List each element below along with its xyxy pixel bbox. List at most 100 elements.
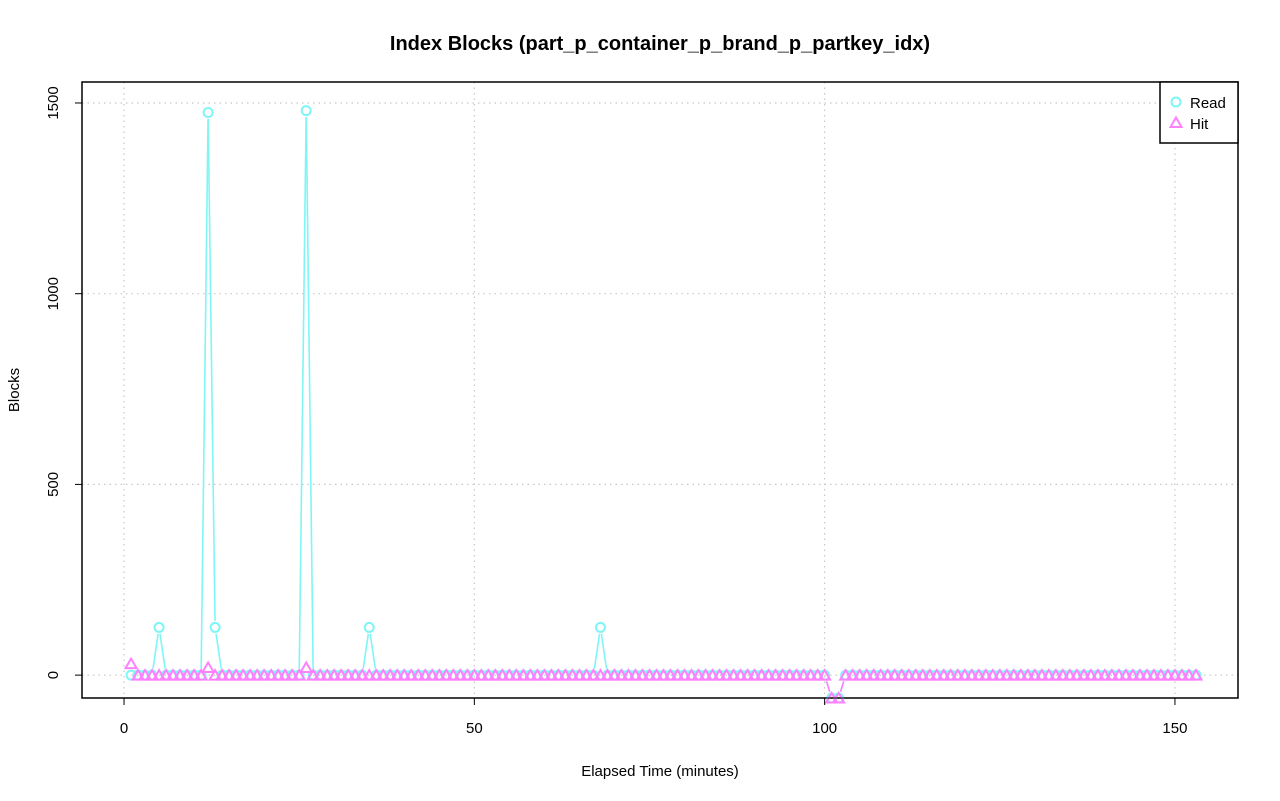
- series-hit-point: [754, 668, 769, 681]
- series-read-segment: [600, 633, 608, 669]
- series-hit-point: [1153, 668, 1169, 681]
- series-hit-point: [151, 668, 167, 681]
- series-hit-point: [1062, 668, 1078, 681]
- series-hit-point: [523, 668, 538, 681]
- series-hit-point: [600, 668, 615, 681]
- series-hit-point: [1076, 668, 1092, 681]
- series-hit-point: [284, 668, 300, 681]
- series-hit-point: [684, 668, 699, 681]
- x-tick-label-3: 150: [1162, 720, 1187, 737]
- series-hit-point: [999, 668, 1015, 681]
- series-hit-point: [432, 668, 447, 681]
- series-hit-point: [712, 668, 727, 681]
- series-hit-point: [992, 668, 1008, 681]
- series-hit-point: [873, 668, 888, 681]
- series-hit-point: [291, 668, 307, 681]
- series-hit-point: [817, 668, 832, 681]
- series-hit-point: [663, 668, 678, 681]
- series-hit-point: [179, 668, 195, 681]
- series-hit-point: [908, 668, 923, 681]
- series-hit-point: [838, 668, 853, 681]
- series-hit-point: [894, 668, 909, 681]
- series-hit-point: [397, 668, 412, 681]
- series-hit-point: [649, 668, 664, 681]
- series-read-point: [300, 105, 312, 117]
- series-hit-point: [565, 668, 580, 681]
- series-hit-point: [845, 668, 860, 681]
- series-hit-point: [474, 668, 489, 681]
- legend-read-label: Read: [1190, 95, 1226, 112]
- series-hit-point: [249, 668, 265, 681]
- series-hit-point: [803, 668, 818, 681]
- series-hit-point: [1041, 668, 1057, 681]
- series-hit-point: [130, 668, 146, 681]
- series-hit-point: [950, 668, 965, 681]
- series-hit-point: [719, 668, 734, 681]
- series-hit-point: [642, 668, 657, 681]
- series-hit-point: [1181, 668, 1197, 681]
- series-hit-point: [628, 668, 643, 681]
- series-hit-point: [691, 668, 706, 681]
- series-hit-point: [228, 668, 244, 681]
- series-hit-point: [530, 668, 545, 681]
- series-hit-point: [1013, 668, 1029, 681]
- series-read-point: [153, 621, 165, 633]
- legend-hit-marker: [1168, 115, 1184, 128]
- series-hit-point: [761, 668, 776, 681]
- series-hit-point: [326, 668, 342, 681]
- series-hit-point: [796, 668, 811, 681]
- series-hit-point: [460, 668, 475, 681]
- legend: Read Hit: [1159, 81, 1239, 144]
- series-hit-point: [1048, 668, 1064, 681]
- series-read-segment: [200, 119, 209, 669]
- series-read-segment: [369, 633, 377, 669]
- series-hit-point: [866, 668, 881, 681]
- series-hit-point: [235, 668, 251, 681]
- series-hit-point: [453, 668, 468, 681]
- series-hit-segment: [839, 681, 845, 693]
- series-hit-point: [670, 668, 685, 681]
- series-hit-point: [971, 668, 987, 681]
- legend-read-marker: [1170, 96, 1182, 108]
- series-read-point: [202, 107, 214, 119]
- series-hit-point: [137, 668, 153, 681]
- series-hit-point: [383, 668, 398, 681]
- series-hit-point: [207, 668, 223, 681]
- series-hit-point: [915, 668, 930, 681]
- series-hit-point: [214, 668, 230, 681]
- series-read-segment: [152, 633, 159, 669]
- series-hit-point: [978, 668, 994, 681]
- series-hit-point: [165, 668, 181, 681]
- series-hit-point: [572, 668, 587, 681]
- series-hit-point: [747, 668, 762, 681]
- series-hit-point: [943, 668, 958, 681]
- x-tick-label-0: 0: [120, 720, 128, 737]
- series-hit-point: [144, 668, 160, 681]
- series-hit-point: [698, 668, 713, 681]
- y-axis: 0 500 1000 1500: [45, 86, 83, 679]
- series-hit-point: [544, 668, 559, 681]
- series-read-point: [209, 621, 221, 633]
- series-hit-point: [509, 668, 524, 681]
- series-hit-point: [1034, 668, 1050, 681]
- series-hit-point: [782, 668, 797, 681]
- series-hit-point: [593, 668, 608, 681]
- series-hit-point: [502, 668, 517, 681]
- series-read-point: [363, 621, 375, 633]
- series-hit-point: [677, 668, 692, 681]
- series-hit-point: [1083, 668, 1099, 681]
- series-hit-point: [172, 668, 188, 681]
- series-hit-point: [1097, 668, 1113, 681]
- series-hit-point: [186, 668, 202, 681]
- series-hit-point: [740, 668, 755, 681]
- series-hit: [123, 656, 1204, 704]
- series-read-point: [594, 621, 606, 633]
- series-hit-point: [1160, 668, 1176, 681]
- series-hit-point: [305, 668, 321, 681]
- series-hit-point: [1027, 668, 1043, 681]
- series-hit-point: [1125, 668, 1141, 681]
- series-hit-point: [158, 668, 174, 681]
- series-read-segment: [215, 633, 222, 669]
- series-hit-point: [340, 668, 356, 681]
- series-hit-point: [1118, 668, 1134, 681]
